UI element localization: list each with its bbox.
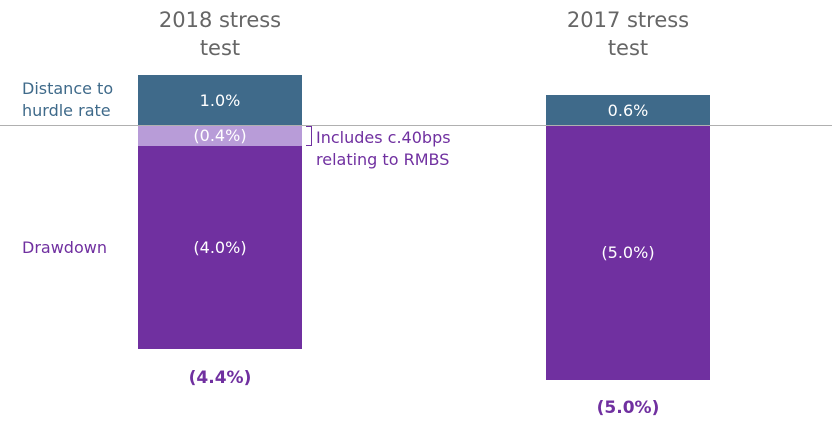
data-label: (0.4%) (193, 126, 247, 146)
bar-segment (138, 125, 302, 147)
baseline (0, 125, 832, 127)
x-tick-label: 2017 stress test (566, 8, 690, 60)
annotation: Includes c.40bps relating to RMBS (316, 127, 451, 169)
bar-segment (546, 125, 710, 380)
annotation-bracket (306, 125, 312, 147)
data-label: 0.6% (607, 101, 649, 121)
total-label: (5.0%) (596, 398, 660, 418)
bar-segment (546, 95, 710, 126)
data-label: (4.0%) (193, 238, 247, 258)
data-label: 1.0% (199, 90, 241, 110)
bar-segment (138, 75, 302, 126)
x-tick-label: 2018 stress test (158, 8, 282, 60)
bar-segment (138, 146, 302, 350)
data-label: (5.0%) (601, 243, 655, 263)
legend-label: Drawdown (22, 238, 107, 257)
total-label: (4.4%) (188, 367, 252, 388)
legend-label: Distance to hurdle rate (22, 79, 114, 121)
